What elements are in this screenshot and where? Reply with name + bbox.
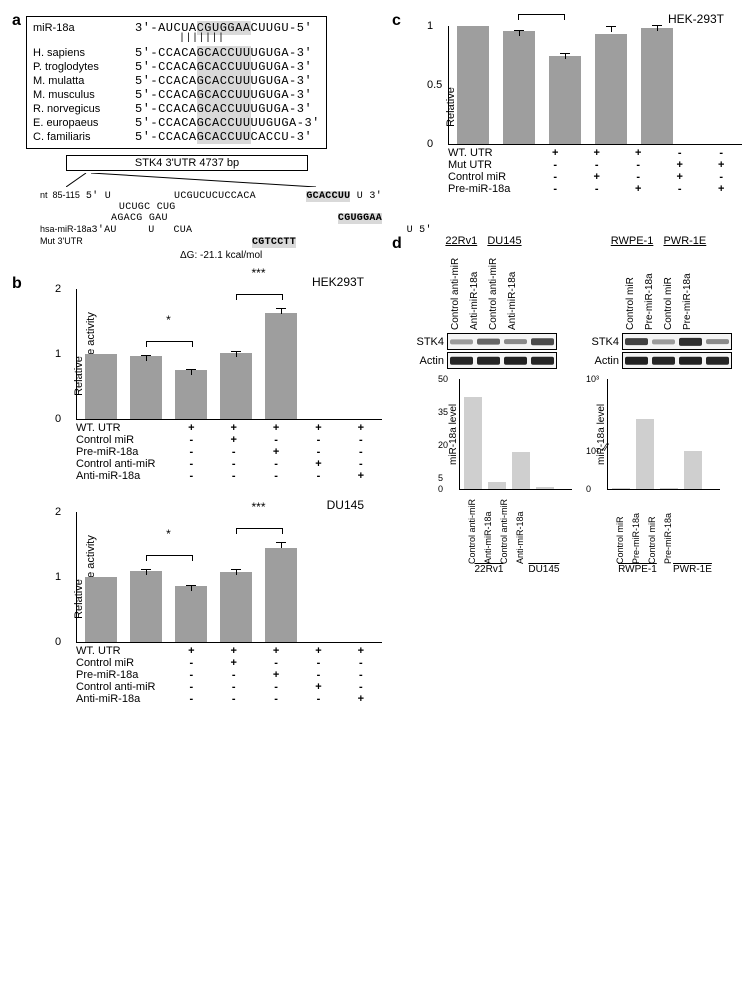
wb-left: 22Rv1 DU145 Control anti-miRAnti-miR-18a… <box>410 235 557 371</box>
species-row: E. europaeus5'-CCACAGCACCUUUUGUGA-3' <box>33 116 320 130</box>
gel-strip <box>447 352 557 369</box>
mir-left-xlabels: Control anti-miRAnti-miR-18aControl anti… <box>464 492 572 564</box>
panel-d: d 22Rv1 DU145 Control anti-miRAnti-miR-1… <box>392 235 742 575</box>
gel-strip <box>622 352 732 369</box>
mir-chart-right-wrap: miR-18a level ⁄⁄ 010²10³ Control miRPre-… <box>596 379 720 575</box>
panel-c-label: c <box>392 12 401 30</box>
hsa-label: hsa-miR-18a <box>40 224 92 234</box>
chart-b-hek-axes: Relativeluciferase activity 012**** <box>76 289 382 420</box>
utr-bar: STK4 3'UTR 4737 bp <box>66 155 308 171</box>
species-row: H. sapiens5'-CCACAGCACCUUUGUGA-3' <box>33 46 320 60</box>
bar <box>130 356 162 419</box>
bar <box>503 31 535 144</box>
bar <box>595 34 627 144</box>
bar <box>130 571 162 643</box>
lane-labels-right: Control miRPre-miR-18aControl miRPre-miR… <box>621 247 697 331</box>
gel-right: STK4Actin <box>585 331 732 371</box>
species-row: R. norvegicus5'-CCACAGCACCUUUGUGA-3' <box>33 102 320 116</box>
cond-matrix-b-du145: WT. UTR+++++Control miR-+---Pre-miR-18a-… <box>76 645 382 705</box>
gel-strip <box>447 333 557 350</box>
right-column: c HEK-293T Relativeluciferase activity 0… <box>392 12 742 719</box>
cond-matrix-b-hek: WT. UTR+++++Control miR-+---Pre-miR-18a-… <box>76 422 382 482</box>
mir-charts: miR-18a level 05203550 Control anti-miRA… <box>448 379 742 575</box>
bar <box>536 487 554 489</box>
bar <box>265 548 297 642</box>
bar <box>641 28 673 144</box>
panel-d-label: d <box>392 235 402 253</box>
bar <box>175 586 207 642</box>
wb-left-groups: 22Rv1 DU145 <box>443 235 523 247</box>
lane-labels-left: Control anti-miRAnti-miR-18aControl anti… <box>446 247 522 331</box>
bar <box>220 353 252 419</box>
panel-a-label: a <box>12 12 21 30</box>
species-row: C. familiaris5'-CCACAGCACCUUCACCU-3' <box>33 130 320 144</box>
species-row: P. troglodytes5'-CCACAGCACCUUUGUGA-3' <box>33 60 320 74</box>
mut-label: Mut 3'UTR <box>40 236 100 246</box>
alignment-block: miR-18a 3'-AUCUACGUGGAACUUGU-5' ||||||| … <box>26 16 382 261</box>
bar <box>488 482 506 489</box>
western-blots: 22Rv1 DU145 Control anti-miRAnti-miR-18a… <box>410 235 742 575</box>
cond-matrix-c: WT. UTR+++--Mut UTR---++Control miR-+-+-… <box>448 147 742 195</box>
bar <box>636 419 654 489</box>
mir-right-xlabels: Control miRPre-miR-18aControl miRPre-miR… <box>612 492 720 564</box>
chart-b-du145-axes: Relativeluciferase activity 012**** <box>76 512 382 643</box>
bar <box>684 451 702 490</box>
mir-chart-left-wrap: miR-18a level 05203550 Control anti-miRA… <box>448 379 572 575</box>
gel-strip <box>622 333 732 350</box>
duplex-block: nt 85-115 5' U UCGUCUCUCCACA GCACCUU U 3… <box>40 190 382 261</box>
panel-b-label: b <box>12 275 22 293</box>
bar <box>612 488 630 489</box>
figure: a miR-18a 3'-AUCUACGUGGAACUUGU-5' ||||||… <box>12 12 738 719</box>
zoom-lines-icon <box>66 173 326 187</box>
bar <box>220 572 252 642</box>
left-column: a miR-18a 3'-AUCUACGUGGAACUUGU-5' ||||||… <box>12 12 382 719</box>
panel-c: c HEK-293T Relativeluciferase activity 0… <box>392 12 742 195</box>
bar <box>265 313 297 419</box>
mir-left-groups: 22Rv1 DU145 <box>462 564 572 575</box>
species-row: M. mulatta5'-CCACAGCACCUUUGUGA-3' <box>33 74 320 88</box>
gel-left: STK4Actin <box>410 331 557 371</box>
delta-g: ΔG: -21.1 kcal/mol <box>180 250 382 261</box>
wb-right: RWPE-1 PWR-1E Control miRPre-miR-18aCont… <box>585 235 732 371</box>
chart-b-hek: HEK293T Relativeluciferase activity 012*… <box>40 275 382 482</box>
base-pair-lines: ||||||| <box>179 35 320 42</box>
mir-right-groups: RWPE-1 PWR-1E <box>610 564 720 575</box>
bar <box>85 354 117 419</box>
bar <box>549 56 581 145</box>
nt-range: nt 85-115 <box>40 190 86 200</box>
bar <box>457 26 489 144</box>
species-rows: H. sapiens5'-CCACAGCACCUUUGUGA-3'P. trog… <box>33 46 320 144</box>
bar <box>175 370 207 419</box>
bar <box>512 452 530 489</box>
chart-c-axes: Relativeluciferase activity 00.51* <box>448 26 742 145</box>
wb-top-row: 22Rv1 DU145 Control anti-miRAnti-miR-18a… <box>410 235 742 371</box>
alignment-box: miR-18a 3'-AUCUACGUGGAACUUGU-5' ||||||| … <box>26 16 327 149</box>
panel-a: a miR-18a 3'-AUCUACGUGGAACUUGU-5' ||||||… <box>12 12 382 261</box>
chart-c-wrap: HEK-293T Relativeluciferase activity 00.… <box>412 12 742 195</box>
bar <box>85 577 117 642</box>
species-row: M. musculus5'-CCACAGCACCUUUGUGA-3' <box>33 88 320 102</box>
chart-c-title: HEK-293T <box>412 12 724 26</box>
bar <box>464 397 482 489</box>
mir-chart-right: ⁄⁄ 010²10³ <box>607 379 720 490</box>
mir-left-ylabel: miR-18a level <box>448 379 459 490</box>
panel-b: b HEK293T Relativeluciferase activity 01… <box>12 275 382 705</box>
chart-b-du145: DU145 Relativeluciferase activity 012***… <box>40 498 382 705</box>
bar <box>660 488 678 489</box>
chart-b-hek-title: HEK293T <box>40 275 364 289</box>
axis-break-icon: ⁄⁄ <box>604 445 608 451</box>
wb-right-groups: RWPE-1 PWR-1E <box>609 235 709 247</box>
mirna-row: miR-18a 3'-AUCUACGUGGAACUUGU-5' <box>33 21 320 35</box>
mir-chart-left: 05203550 <box>459 379 572 490</box>
chart-b-du145-title: DU145 <box>40 498 364 512</box>
mir-right-ylabel: miR-18a level <box>596 379 607 490</box>
mirna-name: miR-18a <box>33 22 135 34</box>
